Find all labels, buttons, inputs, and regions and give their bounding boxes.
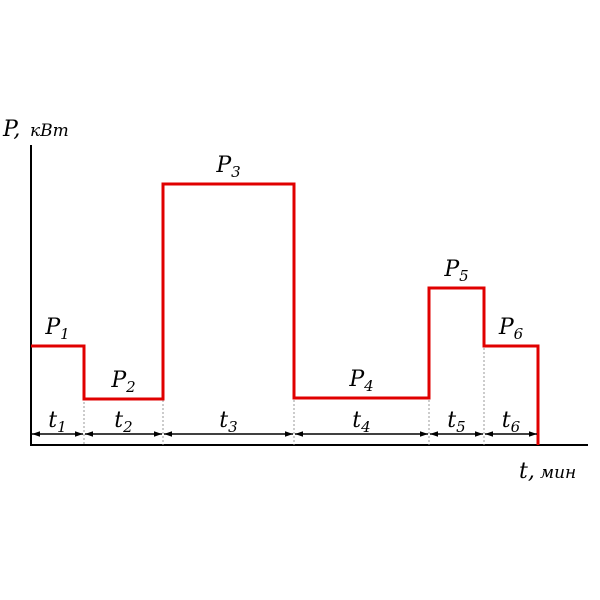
y-axis-label: P, bbox=[2, 117, 20, 142]
time-labels: t1 t2 t3 t4 t5 t6 bbox=[48, 408, 520, 436]
power-label-2: P2 bbox=[110, 368, 135, 396]
x-axis-unit: мин bbox=[540, 463, 576, 483]
time-label-2: t2 bbox=[114, 408, 132, 436]
y-axis-unit: кВт bbox=[30, 121, 69, 141]
time-label-1: t1 bbox=[48, 408, 66, 436]
power-label-6: P6 bbox=[498, 315, 524, 343]
segment-separators bbox=[83, 184, 485, 445]
x-axis-label: t, bbox=[519, 459, 535, 484]
time-label-4: t4 bbox=[352, 408, 370, 436]
power-labels: P1 P2 P3 P4 P5 P6 bbox=[44, 153, 523, 396]
power-step-line bbox=[31, 182, 540, 445]
time-label-3: t3 bbox=[219, 408, 237, 436]
power-label-4: P4 bbox=[348, 367, 373, 395]
power-label-1: P1 bbox=[44, 315, 69, 343]
power-label-3: P3 bbox=[215, 153, 240, 181]
time-label-5: t5 bbox=[447, 408, 465, 436]
power-label-5: P5 bbox=[443, 257, 468, 285]
time-label-6: t6 bbox=[502, 408, 521, 436]
